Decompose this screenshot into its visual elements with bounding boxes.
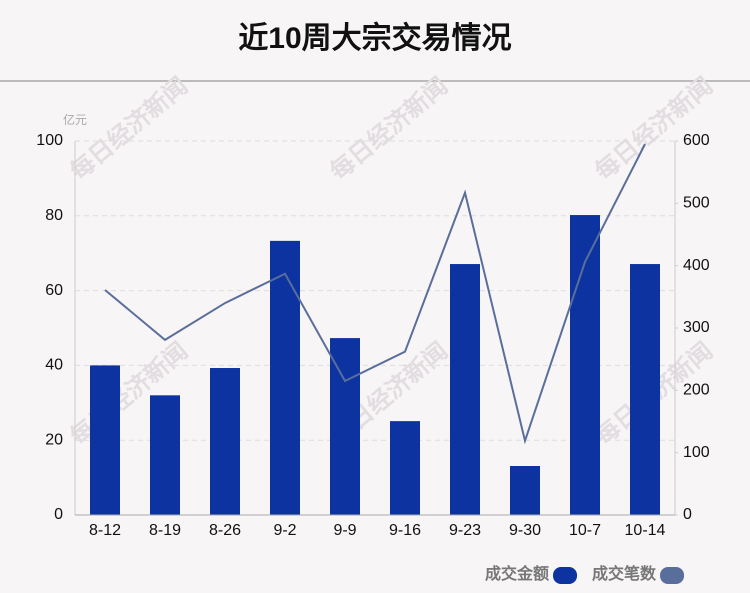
y-tick-label: 20 — [45, 431, 63, 448]
bar — [630, 264, 660, 515]
x-tick-label: 10-7 — [569, 522, 601, 539]
x-tick-label: 9-23 — [449, 522, 481, 539]
bar — [270, 240, 300, 515]
x-tick-label: 9-2 — [273, 522, 296, 539]
y2-tick-label: 200 — [683, 382, 710, 399]
x-tick-label: 8-26 — [209, 522, 241, 539]
chart-title: 近10周大宗交易情况 — [238, 21, 511, 55]
x-tick-label: 8-12 — [89, 522, 121, 539]
legend-swatch — [660, 567, 685, 584]
x-tick-label: 9-30 — [509, 522, 541, 539]
bar — [390, 421, 420, 515]
y2-tick-label: 600 — [683, 132, 710, 149]
y-tick-label: 100 — [36, 132, 63, 149]
x-tick-label: 10-14 — [625, 522, 666, 539]
y-axis-unit: 亿元 — [63, 112, 87, 127]
x-tick-label: 8-19 — [149, 522, 181, 539]
y2-tick-label: 400 — [683, 257, 710, 274]
y-tick-label: 80 — [45, 207, 63, 224]
bar — [150, 395, 180, 515]
y-tick-label: 0 — [54, 506, 63, 523]
bar — [90, 365, 120, 515]
bar — [510, 466, 540, 515]
y2-tick-label: 300 — [683, 319, 710, 336]
y-tick-label: 60 — [45, 282, 63, 299]
y-tick-label: 40 — [45, 357, 63, 374]
x-tick-label: 9-16 — [389, 522, 421, 539]
bar — [210, 368, 240, 515]
line — [104, 143, 646, 445]
x-tick-label: 9-9 — [333, 522, 356, 539]
bar — [450, 264, 480, 515]
y2-tick-label: 0 — [683, 506, 692, 523]
y2-tick-label: 100 — [683, 444, 710, 461]
legend-swatch — [553, 567, 578, 584]
y2-tick-label: 500 — [683, 195, 710, 212]
legend-label: 成交金额 — [485, 564, 549, 583]
bar — [330, 338, 360, 515]
legend-label: 成交笔数 — [592, 564, 657, 583]
